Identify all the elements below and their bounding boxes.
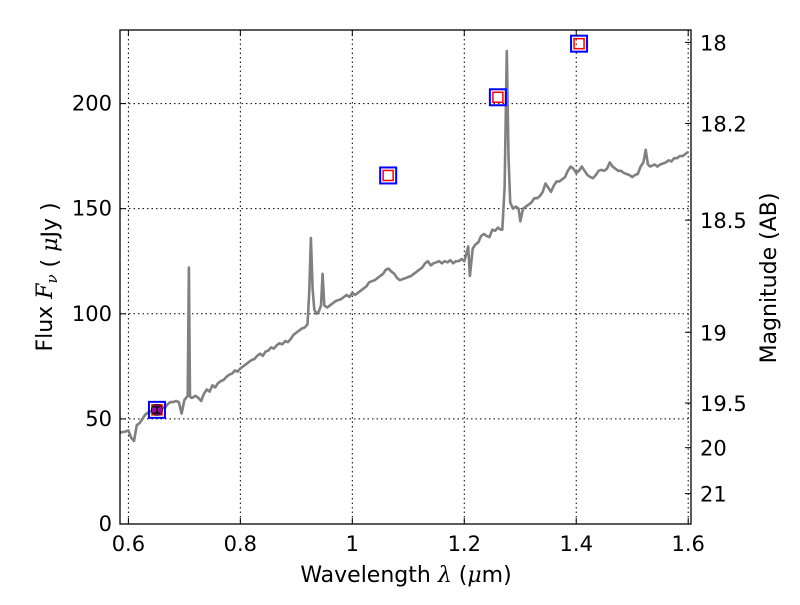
y-tick-label: 150 [72, 197, 112, 221]
x-tick-label: 1.6 [671, 532, 704, 556]
y-tick-label: 100 [72, 302, 112, 326]
x-axis-title: Wavelength λ (μm) [300, 563, 511, 588]
y-tick-label: 0 [99, 512, 112, 536]
model-point-inner [492, 91, 504, 104]
math-symbol: μ [38, 238, 63, 252]
title-text: ( [452, 563, 468, 588]
model-point-inner [382, 169, 394, 182]
flux-symbol: F [33, 283, 58, 300]
plot-frame [119, 29, 692, 525]
y-tick-label: 50 [85, 407, 112, 431]
title-text: Wavelength [300, 563, 438, 588]
x-tick-label: 1 [346, 532, 359, 556]
ticks-layer [120, 30, 691, 525]
x-tick-label: 0.6 [112, 532, 145, 556]
title-text: m) [482, 563, 512, 588]
y2-tick-label: 20 [700, 437, 727, 461]
model-point-outer [488, 88, 507, 107]
math-symbol: μ [467, 563, 481, 588]
y-axis-title: Flux Fν ( μJy ) [33, 202, 63, 351]
series-layer [119, 34, 689, 443]
y2-tick-label: 21 [700, 483, 727, 507]
title-text: Flux [33, 299, 58, 352]
math-symbol: λ [437, 563, 452, 588]
y-tick-label: 200 [72, 92, 112, 116]
tick-labels-layer: 0.6 0.8 1 1.2 1.4 1.6 0 50 100 150 200 18 18.2 18.5 19… [72, 31, 747, 556]
model-point-outer [570, 34, 589, 53]
model-point-inner [573, 37, 585, 50]
title-text: Jy ) [38, 202, 63, 239]
x-tick-label: 1.4 [560, 532, 593, 556]
model-point-outer [147, 400, 166, 419]
model-point-outer [379, 166, 398, 185]
y2-axis-title: Magnitude (AB) [757, 193, 782, 364]
y2-tick-label: 18.2 [700, 112, 747, 136]
y2-tick-label: 19 [700, 321, 727, 345]
x-tick-label: 0.8 [224, 532, 257, 556]
x-tick-label: 1.2 [448, 532, 481, 556]
spectrum-line [119, 49, 689, 443]
y2-tick-label: 19.5 [700, 392, 747, 416]
flux-subscript: ν [43, 274, 61, 283]
title-text: ( [38, 252, 63, 275]
y2-tick-label: 18.5 [700, 209, 747, 233]
y2-tick-label: 18 [700, 31, 727, 55]
